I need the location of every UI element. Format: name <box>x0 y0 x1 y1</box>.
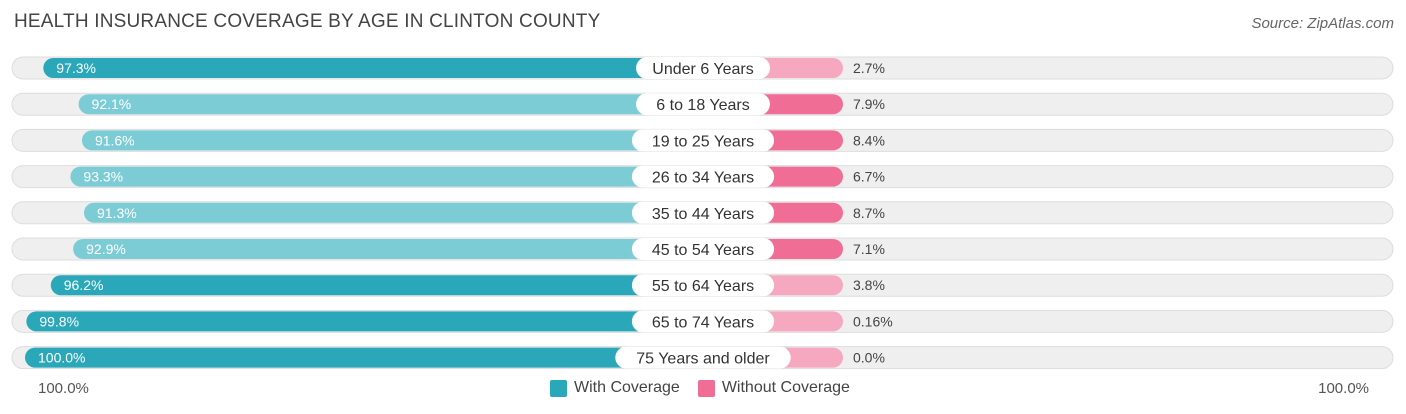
legend: With Coverage Without Coverage <box>550 379 868 397</box>
legend-swatch-without-coverage <box>697 379 715 397</box>
category-pill <box>631 129 775 152</box>
bar-with-coverage <box>73 239 703 259</box>
value-label-with-coverage: 99.8% <box>39 313 79 329</box>
bar-with-coverage <box>26 311 703 332</box>
value-label-with-coverage: 92.1% <box>92 96 132 112</box>
bar-with-coverage <box>50 275 704 296</box>
chart-title: HEALTH INSURANCE COVERAGE BY AGE IN CLIN… <box>14 11 601 32</box>
bar-with-coverage <box>81 130 703 151</box>
source-label: Source: ZipAtlas.com <box>1251 15 1394 32</box>
legend-item-without-coverage: Without Coverage <box>697 379 850 397</box>
category-label: 26 to 34 Years <box>652 170 754 187</box>
bar-with-coverage <box>78 94 703 115</box>
value-label-without-coverage: 3.8% <box>853 277 885 293</box>
category-pill <box>636 93 770 116</box>
axis-right-label: 100.0% <box>1318 380 1369 397</box>
category-label: 6 to 18 Years <box>656 97 749 114</box>
bar-with-coverage <box>43 58 703 78</box>
value-label-without-coverage: 8.4% <box>853 132 885 148</box>
value-label-with-coverage: 91.6% <box>95 132 135 148</box>
category-label: Under 6 Years <box>652 61 753 78</box>
category-label: 35 to 44 Years <box>652 206 754 223</box>
bar-with-coverage <box>70 166 703 187</box>
value-label-with-coverage: 97.3% <box>56 60 96 76</box>
category-label: 45 to 54 Years <box>652 242 754 259</box>
value-label-with-coverage: 91.3% <box>97 205 137 221</box>
category-pill <box>631 310 775 333</box>
category-pill <box>631 201 775 224</box>
axis-left-label: 100.0% <box>38 380 89 397</box>
category-pill <box>636 57 770 79</box>
value-label-without-coverage: 8.7% <box>853 205 885 221</box>
bar-with-coverage <box>83 202 703 223</box>
legend-swatch-with-coverage <box>550 379 567 397</box>
value-label-without-coverage: 7.9% <box>853 96 885 112</box>
category-label: 75 Years and older <box>636 351 770 368</box>
category-pill <box>615 346 791 369</box>
value-label-without-coverage: 0.0% <box>853 350 885 366</box>
category-label: 55 to 64 Years <box>652 278 754 295</box>
value-label-with-coverage: 100.0% <box>38 350 85 366</box>
category-label: 19 to 25 Years <box>652 133 754 150</box>
category-label: 65 to 74 Years <box>652 314 754 331</box>
legend-label-with-coverage: With Coverage <box>574 379 680 396</box>
value-label-with-coverage: 96.2% <box>64 277 104 293</box>
value-label-with-coverage: 93.3% <box>83 169 123 185</box>
value-label-without-coverage: 0.16% <box>853 313 893 329</box>
legend-label-without-coverage: Without Coverage <box>721 379 850 396</box>
bar-with-coverage <box>25 347 703 368</box>
value-label-without-coverage: 7.1% <box>853 241 885 257</box>
category-pill <box>631 274 775 297</box>
value-label-without-coverage: 2.7% <box>853 60 885 76</box>
value-label-without-coverage: 6.7% <box>853 169 885 185</box>
category-pill <box>631 238 775 260</box>
value-label-with-coverage: 92.9% <box>86 241 126 257</box>
legend-item-with-coverage: With Coverage <box>550 379 680 397</box>
category-pill <box>631 165 775 188</box>
